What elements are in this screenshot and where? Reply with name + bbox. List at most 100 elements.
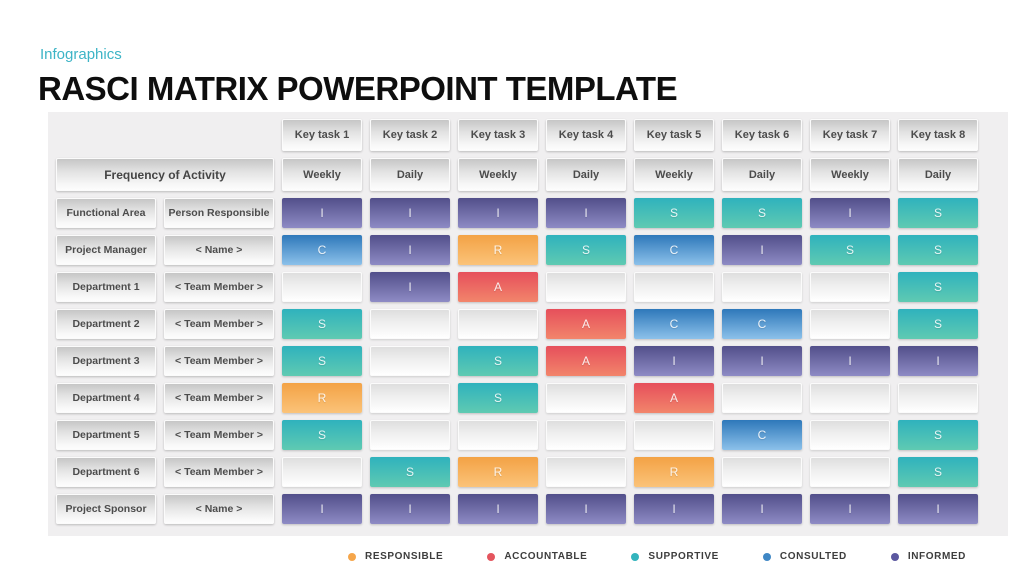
matrix-cell-empty [546,420,626,450]
row-area-label: Department 4 [56,383,156,413]
matrix-cell-informed: I [898,346,978,376]
matrix-cell-supportive: S [898,198,978,228]
legend-item-informed: INFORMED [890,551,966,562]
legend-dot-icon [762,552,771,561]
row-area-label: Department 3 [56,346,156,376]
matrix-cell-informed: I [722,346,802,376]
matrix-cell-accountable: A [458,272,538,302]
row-area-label: Project Sponsor [56,494,156,524]
matrix-cell-consulted: C [722,309,802,339]
row-area-label: Department 5 [56,420,156,450]
legend-label: INFORMED [907,551,966,562]
matrix-cell-responsible: R [458,457,538,487]
matrix-cell-empty [722,457,802,487]
matrix-cell-consulted: C [634,235,714,265]
matrix-cell-empty [282,457,362,487]
row-person-label: < Team Member > [164,457,274,487]
matrix-cell-consulted: C [634,309,714,339]
matrix-cell-supportive: S [634,198,714,228]
legend-dot-icon [631,552,640,561]
matrix-cell-responsible: R [458,235,538,265]
matrix-cell-supportive: S [546,235,626,265]
matrix-cell-informed: I [282,494,362,524]
rasci-matrix-panel: Key task 1 Key task 2 Key task 3 Key task 4… [48,112,1008,536]
frequency-value: Daily [370,158,450,191]
legend-item-supportive: SUPPORTIVE [631,551,718,562]
legend-dot-icon [487,552,496,561]
matrix-cell-empty [810,272,890,302]
frequency-value: Weekly [634,158,714,191]
row-person-label: < Team Member > [164,309,274,339]
matrix-cell-supportive: S [898,309,978,339]
matrix-cell-informed: I [458,494,538,524]
matrix-cell-empty [810,383,890,413]
frequency-value: Weekly [458,158,538,191]
legend-dot-icon [890,552,899,561]
matrix-cell-accountable: A [546,346,626,376]
matrix-cell-empty [634,272,714,302]
matrix-cell-informed: I [546,494,626,524]
matrix-cell-empty [546,272,626,302]
matrix-cell-supportive: S [458,346,538,376]
row-area-label: Department 2 [56,309,156,339]
row-area-label: Functional Area [56,198,156,228]
matrix-cell-empty [722,383,802,413]
task-header: Key task 5 [634,119,714,151]
matrix-cell-informed: I [810,346,890,376]
matrix-cell-empty [370,346,450,376]
matrix-cell-informed: I [370,198,450,228]
frequency-value: Weekly [810,158,890,191]
matrix-cell-supportive: S [898,235,978,265]
row-person-label: < Name > [164,494,274,524]
row-person-label: < Name > [164,235,274,265]
matrix-cell-empty [810,420,890,450]
matrix-cell-empty [458,309,538,339]
matrix-cell-empty [546,383,626,413]
matrix-cell-supportive: S [282,420,362,450]
page-title: RASCI MATRIX POWERPOINT TEMPLATE [38,70,678,107]
legend-item-responsible: RESPONSIBLE [348,551,443,562]
matrix-cell-supportive: S [898,457,978,487]
task-header: Key task 2 [370,119,450,151]
legend-label: RESPONSIBLE [365,551,444,562]
legend: RESPONSIBLE ACCOUNTABLE SUPPORTIVE CONSULTE… [348,551,966,562]
matrix-cell-empty [810,309,890,339]
matrix-cell-empty [370,309,450,339]
task-header: Key task 3 [458,119,538,151]
matrix-cell-informed: I [634,494,714,524]
matrix-cell-empty [458,420,538,450]
matrix-cell-informed: I [370,272,450,302]
matrix-cell-informed: I [810,494,890,524]
frequency-of-activity-label: Frequency of Activity [56,158,274,191]
row-person-label: Person Responsible [164,198,274,228]
row-area-label: Department 6 [56,457,156,487]
matrix-cell-consulted: C [722,420,802,450]
matrix-cell-empty [722,272,802,302]
matrix-cell-supportive: S [458,383,538,413]
matrix-cell-informed: I [722,235,802,265]
row-person-label: < Team Member > [164,383,274,413]
row-person-label: < Team Member > [164,272,274,302]
legend-label: CONSULTED [779,551,847,562]
matrix-cell-consulted: C [282,235,362,265]
matrix-cell-informed: I [898,494,978,524]
legend-item-consulted: CONSULTED [762,551,847,562]
eyebrow-label: Infographics [40,46,122,63]
task-header: Key task 1 [282,119,362,151]
matrix-cell-empty [634,420,714,450]
matrix-cell-informed: I [282,198,362,228]
matrix-cell-supportive: S [810,235,890,265]
row-area-label: Project Manager [56,235,156,265]
matrix-cell-supportive: S [370,457,450,487]
matrix-cell-empty [546,457,626,487]
matrix-cell-empty [370,420,450,450]
matrix-cell-supportive: S [722,198,802,228]
matrix-cell-empty [810,457,890,487]
legend-label: ACCOUNTABLE [504,551,588,562]
legend-dot-icon [348,552,356,561]
row-area-label: Department 1 [56,272,156,302]
rasci-grid: Key task 1 Key task 2 Key task 3 Key task 4… [48,112,1008,536]
matrix-cell-accountable: A [546,309,626,339]
matrix-cell-responsible: R [634,457,714,487]
task-header: Key task 7 [810,119,890,151]
